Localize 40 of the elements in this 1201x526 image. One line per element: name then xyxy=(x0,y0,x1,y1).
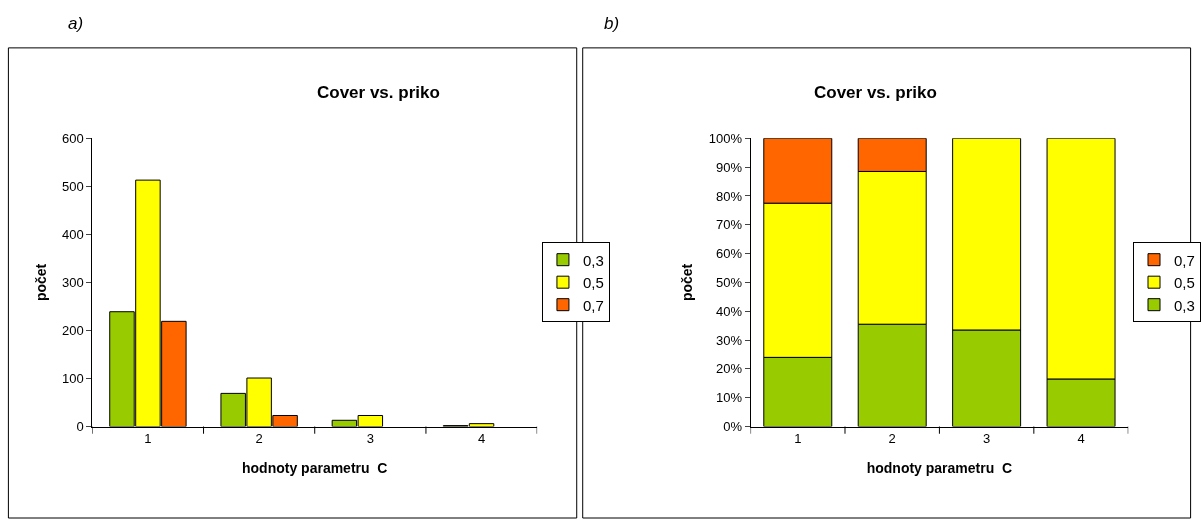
y-tick-label: 80% xyxy=(715,188,743,204)
y-tick-label: 0% xyxy=(723,419,743,435)
y-tick-label: 300 xyxy=(62,274,84,290)
x-tick-label: 1 xyxy=(794,431,802,447)
x-tick-label: 2 xyxy=(255,431,263,447)
y-tick-label: 100% xyxy=(708,130,743,146)
x-tick-label: 4 xyxy=(477,431,486,447)
x-tick-label: 1 xyxy=(144,431,152,447)
x-tick-label: 2 xyxy=(888,431,896,447)
text: a) xyxy=(68,14,84,33)
x-tick-label: 3 xyxy=(366,431,374,447)
legend-label: 0,3 xyxy=(1174,296,1195,314)
y-tick-label: 10% xyxy=(715,390,743,406)
legend-label: 0,5 xyxy=(582,274,604,292)
y-axis-title: počet xyxy=(679,263,696,302)
x-axis-title: hodnoty parametru C xyxy=(242,460,388,477)
legend-label: 0,7 xyxy=(1174,251,1195,269)
y-tick-label: 600 xyxy=(62,130,84,146)
x-axis-title: hodnoty parametru C xyxy=(866,460,1013,477)
y-tick-label: 40% xyxy=(715,303,743,319)
legend-label: 0,7 xyxy=(582,296,604,314)
legend-label: 0,3 xyxy=(582,251,604,269)
y-tick-label: 500 xyxy=(62,178,84,194)
text: b) xyxy=(604,14,620,33)
x-tick-label: 3 xyxy=(983,431,991,447)
y-tick-label: 70% xyxy=(715,217,743,233)
chart-title: Cover vs. priko xyxy=(814,83,937,102)
y-tick-label: 30% xyxy=(715,332,743,348)
y-axis-title: počet xyxy=(32,263,49,302)
y-tick-label: 400 xyxy=(62,226,84,242)
y-tick-label: 20% xyxy=(715,361,743,377)
y-tick-label: 50% xyxy=(715,274,743,290)
y-tick-label: 100 xyxy=(62,371,84,387)
chart-title: Cover vs. priko xyxy=(317,83,440,102)
y-tick-label: 90% xyxy=(715,159,743,175)
x-tick-label: 4 xyxy=(1077,431,1085,447)
y-tick-label: 60% xyxy=(715,246,743,262)
y-tick-label: 200 xyxy=(62,323,84,339)
y-tick-label: 0 xyxy=(76,419,84,435)
legend-label: 0,5 xyxy=(1174,274,1195,292)
